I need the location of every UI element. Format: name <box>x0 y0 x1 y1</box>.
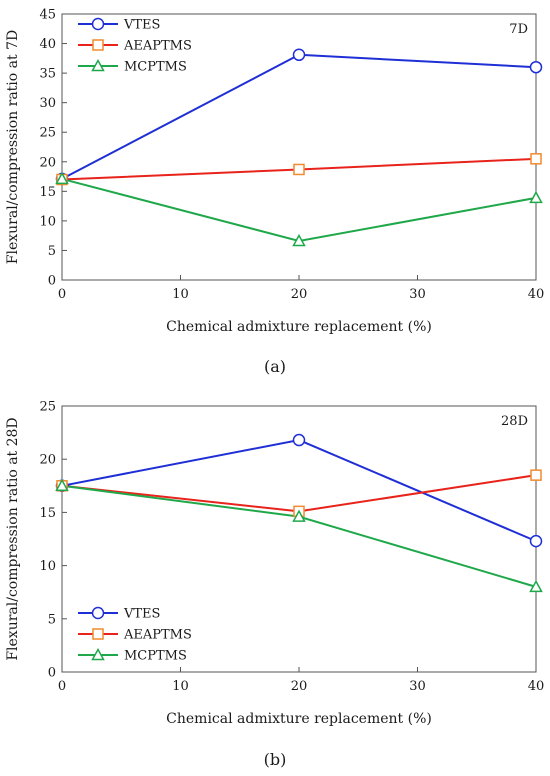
x-tick-label: 10 <box>172 287 189 302</box>
y-tick-label: 15 <box>39 506 56 521</box>
y-tick-label: 5 <box>48 244 56 259</box>
corner-annotation-a: 7D <box>509 22 528 37</box>
legend-marker-mcptms <box>91 58 105 72</box>
x-tick-label: 10 <box>172 679 189 694</box>
caption-b: (b) <box>264 750 287 769</box>
data-point-mcptms <box>55 171 69 185</box>
y-tick-label: 10 <box>39 559 56 574</box>
legend-marker-mcptms <box>91 647 105 661</box>
legend-a: VTES AEAPTMS MCPTMS <box>78 18 192 75</box>
y-tick-label: 30 <box>39 96 56 111</box>
y-tick-label: 20 <box>39 155 56 170</box>
x-tick-label: 20 <box>291 287 308 302</box>
legend-b: VTES AEAPTMS MCPTMS <box>78 607 192 664</box>
data-point-vtes <box>292 433 306 447</box>
data-point-vtes <box>529 60 543 74</box>
y-tick-label: 0 <box>48 666 56 681</box>
x-tick-label: 20 <box>291 679 308 694</box>
legend-label-vtes: VTES <box>123 607 160 622</box>
legend-label-mcptms: MCPTMS <box>124 60 187 75</box>
y-tick-label: 40 <box>39 37 56 52</box>
legend-marker-aeaptms <box>92 39 104 51</box>
y-tick-label: 10 <box>39 214 56 229</box>
plot-frame-b <box>61 405 537 673</box>
x-tick-label: 0 <box>58 287 66 302</box>
x-axis-label-a: Chemical admixture replacement (%) <box>166 319 432 335</box>
legend-label-mcptms: MCPTMS <box>124 649 187 664</box>
legend-marker-vtes <box>91 17 105 31</box>
y-axis-label-a: Flexural/compression ratio at 7D <box>5 30 21 264</box>
x-tick-label: 30 <box>409 287 426 302</box>
x-axis-label-b: Chemical admixture replacement (%) <box>166 711 432 727</box>
y-tick-label: 25 <box>39 126 56 141</box>
y-tick-label: 15 <box>39 185 56 200</box>
data-point-vtes <box>529 534 543 548</box>
legend-label-aeaptms: AEAPTMS <box>123 39 192 54</box>
chart-panel-b: 0 5 10 15 20 25 0 10 20 30 40 VTES AEAPTMS MCPTMS 28… <box>5 400 544 770</box>
legend-label-aeaptms: AEAPTMS <box>123 628 192 643</box>
axis-ticks-b: 0 5 10 15 20 25 0 10 20 30 40 <box>39 400 544 695</box>
data-point-mcptms <box>292 509 306 522</box>
data-point-mcptms <box>529 579 543 593</box>
y-tick-label: 20 <box>39 453 56 468</box>
data-point-aeaptms <box>530 469 542 481</box>
axis-ticks-a: 0 5 10 15 20 25 30 35 40 45 0 10 20 30 40 <box>39 8 544 303</box>
caption-a: (a) <box>264 357 286 376</box>
legend-label-vtes: VTES <box>123 18 160 33</box>
y-tick-label: 0 <box>48 274 56 289</box>
x-tick-label: 30 <box>409 679 426 694</box>
x-tick-label: 0 <box>58 679 66 694</box>
data-point-mcptms <box>292 233 306 247</box>
y-tick-label: 45 <box>39 8 56 23</box>
chart-panel-a: 0 5 10 15 20 25 30 35 40 45 0 10 20 30 40 VTES AEAPTMS M… <box>5 8 544 377</box>
legend-marker-aeaptms <box>92 628 104 640</box>
x-tick-label: 40 <box>528 679 545 694</box>
data-point-mcptms <box>529 190 543 204</box>
data-point-mcptms <box>55 478 69 492</box>
y-axis-label-b: Flexural/compression ratio at 28D <box>5 417 21 660</box>
series-layer-a <box>55 48 543 247</box>
y-tick-label: 25 <box>39 400 56 415</box>
corner-annotation-b: 28D <box>501 414 528 429</box>
data-point-aeaptms <box>530 153 542 165</box>
legend-marker-vtes <box>91 606 105 620</box>
x-tick-label: 40 <box>528 287 545 302</box>
series-layer-b <box>55 433 543 593</box>
y-tick-label: 5 <box>48 612 56 627</box>
data-point-vtes <box>292 48 306 62</box>
y-tick-label: 35 <box>39 67 56 82</box>
data-point-aeaptms <box>293 163 305 176</box>
